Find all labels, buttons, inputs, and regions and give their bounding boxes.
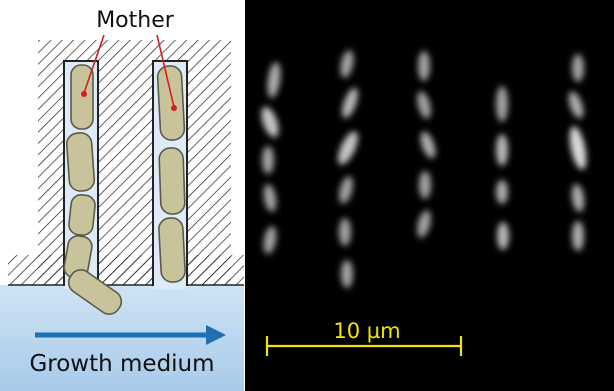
- micrograph-panel: 10 µm: [245, 0, 614, 391]
- micrograph-background: [245, 0, 614, 391]
- cell-signal: [497, 222, 509, 250]
- cell: [66, 132, 95, 192]
- mother-dot-2: [171, 105, 177, 111]
- cell-signal: [418, 51, 430, 81]
- cell: [157, 65, 185, 140]
- cell-signal: [496, 86, 508, 122]
- mother-label: Mother: [96, 8, 175, 33]
- cell-signal: [496, 180, 508, 204]
- cell-signal: [262, 146, 274, 174]
- cell-signal: [339, 218, 351, 246]
- cell-signal: [572, 221, 584, 251]
- cell-signal: [572, 54, 584, 82]
- cell: [68, 194, 96, 236]
- cell: [158, 217, 185, 282]
- cell-signal: [341, 260, 353, 288]
- scale-bar-label: 10 µm: [333, 319, 400, 343]
- cell-signal: [419, 171, 431, 199]
- pdms-ledge: [8, 255, 244, 285]
- mother-dot-1: [81, 91, 87, 97]
- growth-medium-label: Growth medium: [29, 351, 214, 377]
- schematic-panel: Mother Growth medium: [0, 8, 244, 391]
- cell-signal: [496, 134, 508, 166]
- cell: [159, 148, 185, 215]
